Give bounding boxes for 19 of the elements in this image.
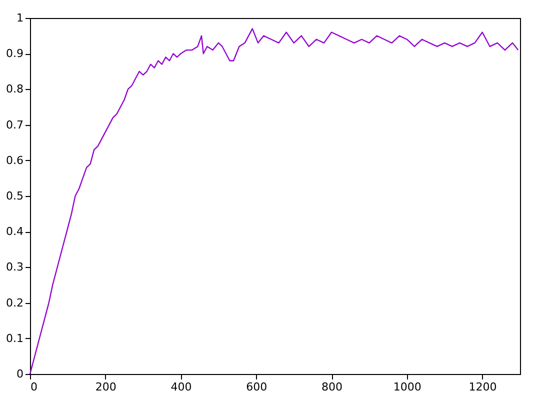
y-tick-label: 0.1 bbox=[6, 332, 24, 345]
y-tick-label: 0 bbox=[16, 368, 24, 380]
y-tick-label: 0.7 bbox=[6, 118, 24, 132]
x-tick-label: 200 bbox=[95, 380, 116, 394]
y-tick-label: 0.5 bbox=[6, 190, 24, 202]
y-tick-label: 0.6 bbox=[6, 154, 24, 167]
y-tick-label: 1 bbox=[16, 12, 24, 24]
y-tick-label: 0.8 bbox=[6, 82, 24, 96]
y-tick-label: 0.2 bbox=[6, 296, 24, 310]
x-tick-label: 400 bbox=[170, 380, 192, 394]
x-tick-label: 800 bbox=[322, 380, 343, 394]
y-tick-label: 0.9 bbox=[6, 47, 24, 60]
x-tick-label: 1200 bbox=[468, 380, 497, 394]
y-tick-label: 0.4 bbox=[6, 225, 24, 238]
x-tick-label: 600 bbox=[246, 380, 268, 394]
x-tick-label: 0 bbox=[30, 380, 38, 394]
y-tick-label: 0.3 bbox=[6, 260, 24, 274]
line-series bbox=[29, 28, 519, 375]
x-tick-label: 1000 bbox=[393, 380, 422, 394]
